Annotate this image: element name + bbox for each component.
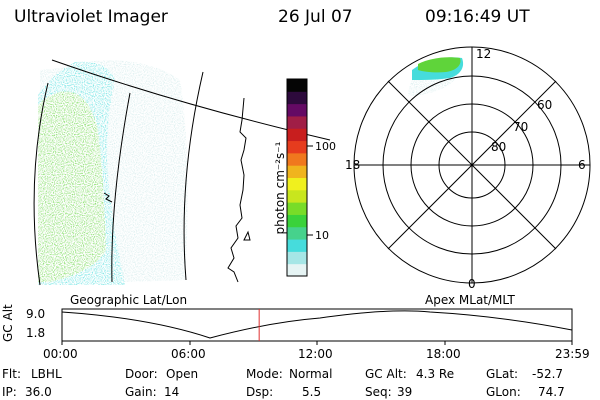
meridian-1: [33, 82, 49, 286]
status-gain-value: 14: [164, 385, 180, 399]
status-gcalt-value: 4.3 Re: [416, 367, 455, 381]
geo-panel-label: Geographic Lat/Lon: [70, 293, 188, 307]
colorbar-stripe: [287, 214, 307, 228]
status-gcalt-label: GC Alt:: [365, 367, 407, 381]
status-seq-label: Seq:: [365, 385, 392, 399]
timeline-xtick-0000: 00:00: [43, 347, 78, 361]
mlat-label-70: 70: [513, 120, 529, 134]
polar-aurora-image: [408, 57, 464, 96]
meridian-3: [183, 71, 204, 281]
status-dsp-value: 5.5: [302, 385, 322, 399]
status-ip-value: 36.0: [25, 385, 52, 399]
colorbar-stripe: [287, 226, 307, 240]
status-mode-label: Mode:: [246, 367, 283, 381]
status-gain-label: Gain:: [125, 385, 157, 399]
status-filter-label: Flt:: [2, 367, 21, 381]
colorbar-stripe: [287, 103, 307, 117]
colorbar-stripe: [287, 177, 307, 191]
colorbar: [286, 78, 313, 277]
colorbar-tick-label-10: 10: [315, 229, 329, 242]
image-date: 26 Jul 07: [278, 7, 353, 27]
coastline-outline: [227, 97, 247, 283]
status-glat-label: GLat:: [486, 367, 519, 381]
timeline-xtick-1200: 12:00: [298, 347, 333, 361]
status-glon-label: GLon:: [486, 385, 521, 399]
timeline-ytick-low: 1.8: [26, 326, 46, 340]
status-seq-value: 39: [397, 385, 413, 399]
colorbar-stripe: [287, 128, 307, 142]
colorbar-tick-label-100: 100: [315, 140, 336, 153]
timeline-xtick-1800: 18:00: [426, 347, 461, 361]
colorbar-stripe: [287, 152, 307, 166]
timeline-xtick-0600: 06:00: [171, 347, 206, 361]
status-mode-value: Normal: [289, 367, 333, 381]
status-door-label: Door:: [125, 367, 158, 381]
mlat-label-60: 60: [537, 98, 553, 112]
colorbar-stripe: [287, 140, 307, 154]
mlt-label-18: 18: [345, 158, 361, 172]
status-door-value: Open: [166, 367, 199, 381]
colorbar-stripe: [287, 91, 307, 105]
colorbar-stripe: [287, 79, 307, 92]
meridian-2: [111, 92, 131, 283]
status-filter-value: LBHL: [31, 367, 62, 381]
mlt-label-6: 6: [578, 158, 586, 172]
altitude-timeline: [61, 308, 573, 345]
colorbar-stripe: [287, 115, 307, 129]
mlt-label-0: 0: [468, 277, 476, 291]
image-time: 09:16:49 UT: [425, 7, 530, 27]
polar-grid: [353, 46, 591, 284]
status-ip-label: IP:: [2, 385, 17, 399]
left-aurora-image: [38, 60, 188, 285]
colorbar-stripe: [287, 263, 307, 277]
colorbar-stripe: [287, 189, 307, 203]
status-glat-value: -52.7: [532, 367, 564, 381]
colorbar-stripe: [287, 202, 307, 215]
position-marker-icon: [103, 192, 113, 203]
apex-panel-label: Apex MLat/MLT: [425, 293, 515, 307]
instrument-title: Ultraviolet Imager: [14, 7, 168, 27]
colorbar-stripe: [287, 251, 307, 265]
timeline-ytick-high: 9.0: [26, 307, 46, 321]
colorbar-stripe: [287, 239, 307, 252]
colorbar-label: photon cm⁻²s⁻¹: [273, 141, 287, 235]
mlt-label-12: 12: [476, 47, 492, 61]
coastline-island: [243, 230, 251, 241]
colorbar-stripe: [287, 165, 307, 178]
status-dsp-label: Dsp:: [246, 385, 274, 399]
timeline-ylabel: GC Alt: [1, 304, 15, 342]
aurora-green-region: [38, 91, 106, 283]
altitude-curve: [61, 310, 573, 339]
status-glon-value: 74.7: [538, 385, 565, 399]
mlat-label-80: 80: [491, 140, 507, 154]
polar-diagonal-b: [387, 80, 557, 250]
timeline-xtick-2359: 23:59: [555, 347, 590, 361]
